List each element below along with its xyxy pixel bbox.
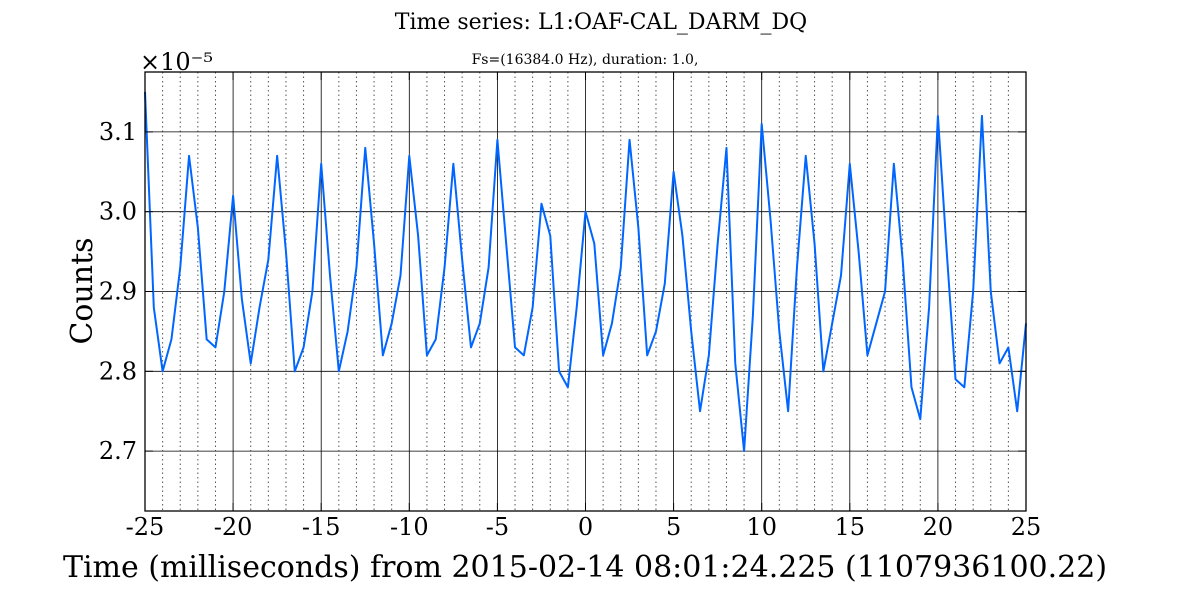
axis-ticks	[144, 72, 1027, 511]
x-tick-label: 5	[666, 513, 681, 541]
x-tick-label: 10	[746, 513, 777, 541]
x-tick-labels: -25 -20 -15 -10 -5 0 5 10 15 20 25	[126, 513, 1042, 541]
major-gridlines	[145, 72, 1026, 511]
x-tick-label: -20	[214, 513, 253, 541]
y-tick-label: 2.8	[99, 357, 137, 385]
x-tick-label: -15	[302, 513, 341, 541]
y-tick-label: 2.7	[99, 437, 137, 465]
x-tick-label: 25	[1011, 513, 1042, 541]
x-tick-label: -5	[486, 513, 509, 541]
x-tick-label: 20	[923, 513, 954, 541]
series-line	[144, 91, 1027, 453]
series-layer	[144, 91, 1027, 453]
y-axis-label: Counts	[65, 237, 100, 344]
x-axis-label: Time (milliseconds) from 2015-02-14 08:0…	[63, 550, 1107, 585]
x-tick-label: -25	[126, 513, 165, 541]
x-tick-label: 0	[578, 513, 593, 541]
chart-title: Time series: L1:OAF-CAL_DARM_DQ	[395, 10, 807, 35]
y-tick-label: 3.1	[99, 118, 137, 146]
x-tick-label: 15	[835, 513, 866, 541]
chart-subtitle: Fs=(16384.0 Hz), duration: 1.0,	[472, 52, 699, 68]
x-tick-label: -10	[390, 513, 429, 541]
y-tick-label: 3.0	[99, 198, 137, 226]
y-tick-labels: 2.7 2.8 2.9 3.0 3.1	[99, 118, 137, 465]
minor-gridlines	[162, 72, 1009, 511]
y-tick-label: 2.9	[99, 278, 137, 306]
y-axis-multiplier: ×10⁻⁵	[140, 48, 213, 76]
